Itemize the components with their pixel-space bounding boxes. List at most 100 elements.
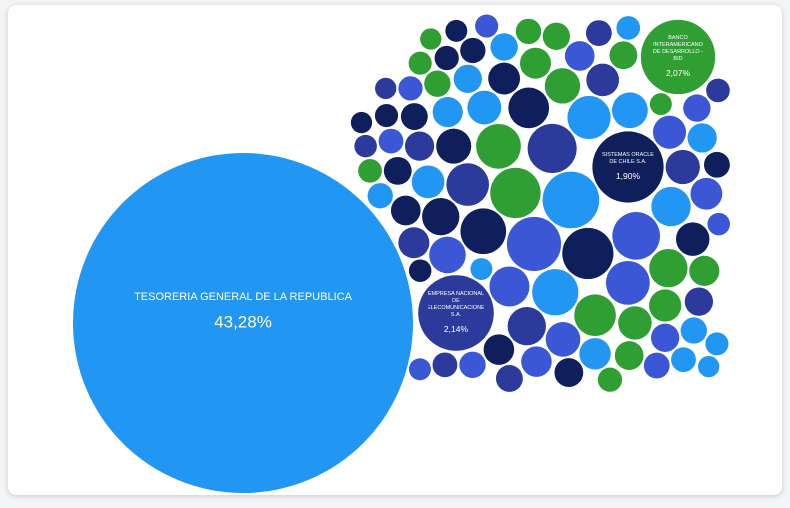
bubble — [675, 222, 710, 256]
bubble — [476, 123, 521, 169]
bubble — [519, 47, 551, 79]
bubble — [453, 64, 482, 94]
bubble — [649, 93, 672, 116]
bubble — [445, 19, 468, 42]
bubble — [609, 41, 638, 70]
bubble — [432, 96, 463, 128]
bubble — [507, 307, 546, 346]
bubble — [521, 346, 552, 377]
bubble — [612, 212, 660, 260]
bubble — [706, 78, 730, 103]
bubble — [703, 151, 730, 178]
bubble-label: SISTEMAS ORACLE DE CHILE S.A. — [602, 152, 654, 166]
bubble — [434, 45, 459, 71]
bubble — [483, 334, 515, 365]
bubble — [429, 236, 466, 274]
bubble — [404, 131, 435, 161]
bubble — [650, 323, 680, 352]
bubble — [707, 212, 730, 236]
bubble — [400, 103, 428, 130]
bubble — [367, 183, 393, 209]
bubble-label-box: EMPRESA NACIONAL DE TELECOMUNICACIONES S… — [428, 283, 485, 343]
bubble — [574, 294, 616, 337]
bubble — [460, 37, 486, 64]
bubble — [408, 259, 432, 282]
bubble — [612, 92, 648, 129]
bubble — [475, 14, 499, 38]
bubble — [374, 103, 399, 128]
bubble — [375, 77, 397, 100]
bubble — [705, 332, 729, 356]
bubble-label-wrap: EMPRESA NACIONAL DE TELECOMUNICACIONES S… — [428, 283, 485, 343]
bubble — [690, 177, 723, 210]
bubble — [649, 289, 682, 322]
bubble — [515, 18, 542, 45]
bubble — [358, 159, 382, 183]
bubble — [489, 266, 530, 307]
bubble — [527, 123, 577, 173]
bubble — [567, 95, 611, 140]
bubble — [689, 255, 720, 286]
bubble — [424, 70, 451, 97]
bubble-value-label: 1,90% — [615, 171, 641, 182]
bubble — [398, 76, 423, 101]
bubble-value-label: 2,07% — [665, 68, 691, 79]
bubble — [460, 208, 507, 255]
bubble — [562, 227, 614, 280]
bubble — [544, 68, 581, 104]
bubble-label-wrap: BANCO INTERAMERICANO DE DESARROLLO - BID… — [650, 27, 706, 86]
bubble — [350, 111, 373, 134]
bubble-label: TESORERIA GENERAL DE LA REPUBLICA — [134, 291, 352, 303]
bubble — [383, 156, 412, 185]
bubble-label-box: SISTEMAS ORACLE DE CHILE S.A. 1,90% — [601, 139, 654, 196]
bubble — [564, 41, 595, 71]
bubble — [73, 153, 413, 493]
bubble — [684, 287, 714, 316]
bubble — [354, 134, 377, 158]
bubble — [488, 62, 521, 95]
bubble — [680, 317, 707, 344]
bubble — [422, 198, 460, 236]
bubble — [614, 341, 644, 370]
bubble — [408, 51, 432, 75]
bubble — [508, 87, 550, 129]
bubble — [532, 269, 579, 316]
bubble — [390, 195, 421, 226]
bubble — [592, 131, 664, 203]
bubble — [542, 22, 571, 50]
bubble — [651, 186, 691, 227]
bubble — [398, 227, 430, 259]
bubble — [418, 275, 494, 351]
bubble-label: EMPRESA NACIONAL DE TELECOMUNICACIONES S… — [427, 291, 485, 319]
bubble — [495, 365, 523, 392]
bubble-value-label: 2,14% — [443, 324, 469, 335]
bubble — [649, 248, 688, 288]
bubble-label: BANCO INTERAMERICANO DE DESARROLLO - BID — [652, 35, 704, 63]
bubble — [490, 33, 518, 61]
bubble — [470, 258, 493, 280]
bubble — [687, 123, 717, 153]
bubble — [652, 115, 687, 149]
bubble — [506, 216, 562, 272]
bubble — [586, 63, 620, 97]
bubble — [554, 358, 584, 387]
bubble — [683, 94, 711, 122]
bubble — [409, 358, 431, 381]
bubble — [618, 306, 652, 340]
bubble — [597, 367, 623, 392]
bubble — [605, 260, 650, 305]
bubble — [671, 347, 696, 373]
bubble — [411, 165, 445, 199]
bubble — [446, 163, 489, 206]
bubble — [697, 355, 720, 378]
bubble-value-label: 43,28% — [214, 312, 272, 331]
bubble — [467, 90, 502, 125]
bubble — [378, 128, 404, 154]
bubble — [545, 322, 581, 357]
bubble — [585, 20, 612, 47]
bubble-label-wrap: SISTEMAS ORACLE DE CHILE S.A. 1,90% — [601, 139, 654, 196]
bubble — [420, 28, 442, 50]
bubble-label-box: BANCO INTERAMERICANO DE DESARROLLO - BID… — [650, 27, 706, 86]
